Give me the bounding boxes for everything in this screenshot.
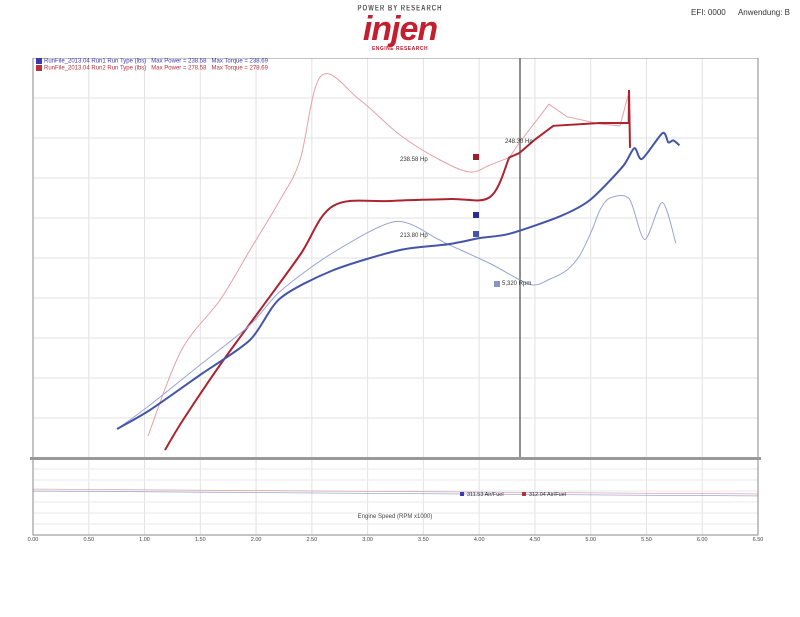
svg-text:0.50: 0.50 <box>83 537 94 543</box>
svg-text:5.50: 5.50 <box>641 537 652 543</box>
svg-text:248.30 Hp: 248.30 Hp <box>505 139 533 145</box>
svg-text:5.00: 5.00 <box>585 537 596 543</box>
svg-text:2.50: 2.50 <box>306 537 317 543</box>
svg-text:3.00: 3.00 <box>362 537 373 543</box>
svg-text:238.58 Hp: 238.58 Hp <box>400 157 428 163</box>
svg-text:3.50: 3.50 <box>418 537 429 543</box>
svg-text:0.00: 0.00 <box>28 537 39 543</box>
svg-text:4.50: 4.50 <box>530 537 541 543</box>
svg-text:1.50: 1.50 <box>195 537 206 543</box>
svg-text:312.04 Air/Fuel: 312.04 Air/Fuel <box>529 492 566 498</box>
svg-text:2.00: 2.00 <box>251 537 262 543</box>
svg-text:311.53 Air/Fuel: 311.53 Air/Fuel <box>467 492 504 498</box>
svg-text:1.00: 1.00 <box>139 537 150 543</box>
svg-text:Engine Speed (RPM x1000): Engine Speed (RPM x1000) <box>358 514 433 520</box>
svg-text:6.00: 6.00 <box>697 537 708 543</box>
svg-text:5,320 Rpm: 5,320 Rpm <box>502 281 531 287</box>
svg-text:213.80 Hp: 213.80 Hp <box>400 233 428 239</box>
svg-text:4.00: 4.00 <box>474 537 485 543</box>
svg-text:6.50: 6.50 <box>753 537 764 543</box>
